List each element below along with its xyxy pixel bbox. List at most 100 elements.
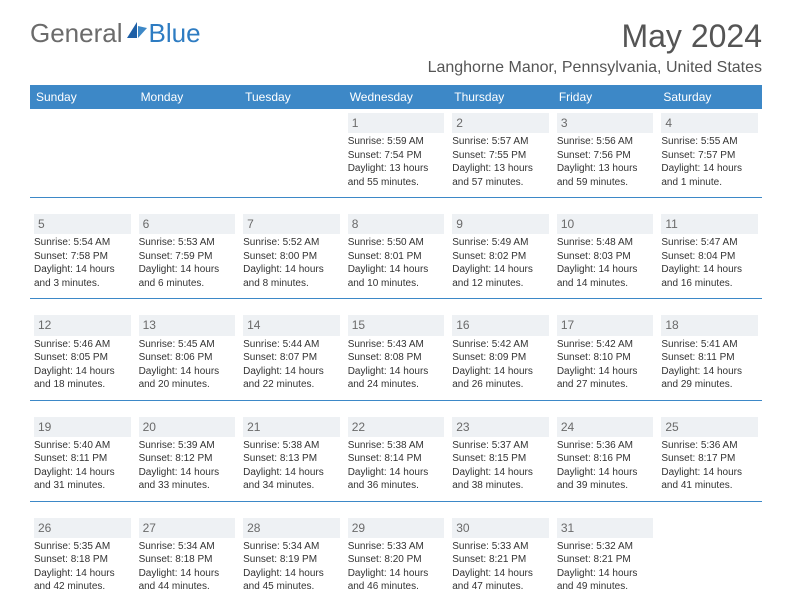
sunset-text: Sunset: 8:01 PM bbox=[348, 250, 445, 264]
calendar-week: 19Sunrise: 5:40 AMSunset: 8:11 PMDayligh… bbox=[30, 413, 762, 502]
daylight-text: Daylight: 14 hours and 1 minute. bbox=[661, 162, 758, 189]
calendar-cell: 4Sunrise: 5:55 AMSunset: 7:57 PMDaylight… bbox=[657, 109, 762, 198]
sunset-text: Sunset: 8:20 PM bbox=[348, 553, 445, 567]
calendar-cell: 9Sunrise: 5:49 AMSunset: 8:02 PMDaylight… bbox=[448, 210, 553, 299]
day-number: 11 bbox=[661, 214, 758, 234]
sunrise-text: Sunrise: 5:42 AM bbox=[452, 338, 549, 352]
sunrise-text: Sunrise: 5:34 AM bbox=[243, 540, 340, 554]
day-number: 27 bbox=[139, 518, 236, 538]
sunset-text: Sunset: 8:05 PM bbox=[34, 351, 131, 365]
daylight-text: Daylight: 14 hours and 45 minutes. bbox=[243, 567, 340, 594]
sunrise-text: Sunrise: 5:33 AM bbox=[348, 540, 445, 554]
calendar-cell: 8Sunrise: 5:50 AMSunset: 8:01 PMDaylight… bbox=[344, 210, 449, 299]
calendar-cell: 19Sunrise: 5:40 AMSunset: 8:11 PMDayligh… bbox=[30, 413, 135, 502]
daylight-text: Daylight: 13 hours and 59 minutes. bbox=[557, 162, 654, 189]
calendar-cell: 21Sunrise: 5:38 AMSunset: 8:13 PMDayligh… bbox=[239, 413, 344, 502]
logo: GeneralBlue bbox=[30, 18, 201, 49]
page-title: May 2024 bbox=[428, 18, 762, 55]
calendar-cell: 30Sunrise: 5:33 AMSunset: 8:21 PMDayligh… bbox=[448, 514, 553, 602]
calendar-header-row: SundayMondayTuesdayWednesdayThursdayFrid… bbox=[30, 85, 762, 109]
sunset-text: Sunset: 7:58 PM bbox=[34, 250, 131, 264]
daylight-text: Daylight: 14 hours and 20 minutes. bbox=[139, 365, 236, 392]
calendar-cell: 27Sunrise: 5:34 AMSunset: 8:18 PMDayligh… bbox=[135, 514, 240, 602]
calendar-cell: 5Sunrise: 5:54 AMSunset: 7:58 PMDaylight… bbox=[30, 210, 135, 299]
day-header: Friday bbox=[553, 85, 658, 109]
sunrise-text: Sunrise: 5:54 AM bbox=[34, 236, 131, 250]
calendar-cell: 1Sunrise: 5:59 AMSunset: 7:54 PMDaylight… bbox=[344, 109, 449, 198]
calendar-cell: 25Sunrise: 5:36 AMSunset: 8:17 PMDayligh… bbox=[657, 413, 762, 502]
day-number: 28 bbox=[243, 518, 340, 538]
sunrise-text: Sunrise: 5:55 AM bbox=[661, 135, 758, 149]
day-number: 26 bbox=[34, 518, 131, 538]
day-header: Thursday bbox=[448, 85, 553, 109]
calendar-cell: 18Sunrise: 5:41 AMSunset: 8:11 PMDayligh… bbox=[657, 311, 762, 400]
sunrise-text: Sunrise: 5:40 AM bbox=[34, 439, 131, 453]
calendar-cell: 26Sunrise: 5:35 AMSunset: 8:18 PMDayligh… bbox=[30, 514, 135, 602]
row-separator bbox=[30, 400, 762, 413]
sunset-text: Sunset: 8:21 PM bbox=[452, 553, 549, 567]
calendar-cell: 29 Sunrise: 5:33 AMSunset: 8:20 PMDayligh… bbox=[344, 514, 449, 602]
daylight-text: Daylight: 14 hours and 27 minutes. bbox=[557, 365, 654, 392]
sunset-text: Sunset: 7:57 PM bbox=[661, 149, 758, 163]
sunset-text: Sunset: 8:09 PM bbox=[452, 351, 549, 365]
sunset-text: Sunset: 8:13 PM bbox=[243, 452, 340, 466]
sunrise-text: Sunrise: 5:43 AM bbox=[348, 338, 445, 352]
daylight-text: Daylight: 14 hours and 46 minutes. bbox=[348, 567, 445, 594]
sunset-text: Sunset: 8:00 PM bbox=[243, 250, 340, 264]
daylight-text: Daylight: 14 hours and 34 minutes. bbox=[243, 466, 340, 493]
sunrise-text: Sunrise: 5:48 AM bbox=[557, 236, 654, 250]
row-separator bbox=[30, 198, 762, 211]
calendar-week: 26Sunrise: 5:35 AMSunset: 8:18 PMDayligh… bbox=[30, 514, 762, 602]
sunset-text: Sunset: 7:56 PM bbox=[557, 149, 654, 163]
daylight-text: Daylight: 14 hours and 31 minutes. bbox=[34, 466, 131, 493]
day-number: 3 bbox=[557, 113, 654, 133]
calendar-cell: 17Sunrise: 5:42 AMSunset: 8:10 PMDayligh… bbox=[553, 311, 658, 400]
sunset-text: Sunset: 8:14 PM bbox=[348, 452, 445, 466]
day-number: 29 bbox=[348, 518, 445, 538]
day-number: 24 bbox=[557, 417, 654, 437]
sunrise-text: Sunrise: 5:59 AM bbox=[348, 135, 445, 149]
sunset-text: Sunset: 8:17 PM bbox=[661, 452, 758, 466]
day-header: Saturday bbox=[657, 85, 762, 109]
sunset-text: Sunset: 8:07 PM bbox=[243, 351, 340, 365]
calendar-cell bbox=[135, 109, 240, 198]
calendar-cell: 28Sunrise: 5:34 AMSunset: 8:19 PMDayligh… bbox=[239, 514, 344, 602]
day-number: 15 bbox=[348, 315, 445, 335]
day-number: 31 bbox=[557, 518, 654, 538]
calendar-week: 12Sunrise: 5:46 AMSunset: 8:05 PMDayligh… bbox=[30, 311, 762, 400]
sunrise-text: Sunrise: 5:37 AM bbox=[452, 439, 549, 453]
day-header: Wednesday bbox=[344, 85, 449, 109]
sunrise-text: Sunrise: 5:56 AM bbox=[557, 135, 654, 149]
calendar-body: 1Sunrise: 5:59 AMSunset: 7:54 PMDaylight… bbox=[30, 109, 762, 602]
sunset-text: Sunset: 8:18 PM bbox=[139, 553, 236, 567]
sunset-text: Sunset: 8:03 PM bbox=[557, 250, 654, 264]
calendar-cell: 15Sunrise: 5:43 AMSunset: 8:08 PMDayligh… bbox=[344, 311, 449, 400]
sunset-text: Sunset: 8:11 PM bbox=[661, 351, 758, 365]
sunset-text: Sunset: 8:10 PM bbox=[557, 351, 654, 365]
day-number: 17 bbox=[557, 315, 654, 335]
sunrise-text: Sunrise: 5:39 AM bbox=[139, 439, 236, 453]
daylight-text: Daylight: 14 hours and 42 minutes. bbox=[34, 567, 131, 594]
calendar-table: SundayMondayTuesdayWednesdayThursdayFrid… bbox=[30, 85, 762, 602]
daylight-text: Daylight: 14 hours and 36 minutes. bbox=[348, 466, 445, 493]
logo-text-2: Blue bbox=[149, 18, 201, 49]
sunset-text: Sunset: 7:54 PM bbox=[348, 149, 445, 163]
calendar-cell: 14Sunrise: 5:44 AMSunset: 8:07 PMDayligh… bbox=[239, 311, 344, 400]
sunrise-text: Sunrise: 5:50 AM bbox=[348, 236, 445, 250]
day-number: 9 bbox=[452, 214, 549, 234]
daylight-text: Daylight: 14 hours and 3 minutes. bbox=[34, 263, 131, 290]
day-header: Monday bbox=[135, 85, 240, 109]
daylight-text: Daylight: 14 hours and 18 minutes. bbox=[34, 365, 131, 392]
daylight-text: Daylight: 14 hours and 26 minutes. bbox=[452, 365, 549, 392]
row-separator bbox=[30, 501, 762, 514]
sunset-text: Sunset: 8:21 PM bbox=[557, 553, 654, 567]
calendar-cell: 7Sunrise: 5:52 AMSunset: 8:00 PMDaylight… bbox=[239, 210, 344, 299]
day-number: 10 bbox=[557, 214, 654, 234]
sunset-text: Sunset: 8:04 PM bbox=[661, 250, 758, 264]
sunset-text: Sunset: 8:12 PM bbox=[139, 452, 236, 466]
day-number: 21 bbox=[243, 417, 340, 437]
daylight-text: Daylight: 14 hours and 22 minutes. bbox=[243, 365, 340, 392]
sunrise-text: Sunrise: 5:45 AM bbox=[139, 338, 236, 352]
calendar-cell: 12Sunrise: 5:46 AMSunset: 8:05 PMDayligh… bbox=[30, 311, 135, 400]
sunset-text: Sunset: 8:11 PM bbox=[34, 452, 131, 466]
